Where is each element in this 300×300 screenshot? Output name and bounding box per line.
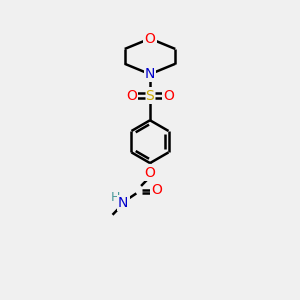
Text: O: O [126,88,137,103]
Text: O: O [145,32,155,46]
Text: N: N [145,67,155,81]
Text: S: S [146,88,154,103]
Text: O: O [145,166,155,180]
Text: O: O [151,183,162,197]
Text: O: O [163,88,174,103]
Text: H: H [111,191,121,204]
Text: N: N [118,196,128,210]
